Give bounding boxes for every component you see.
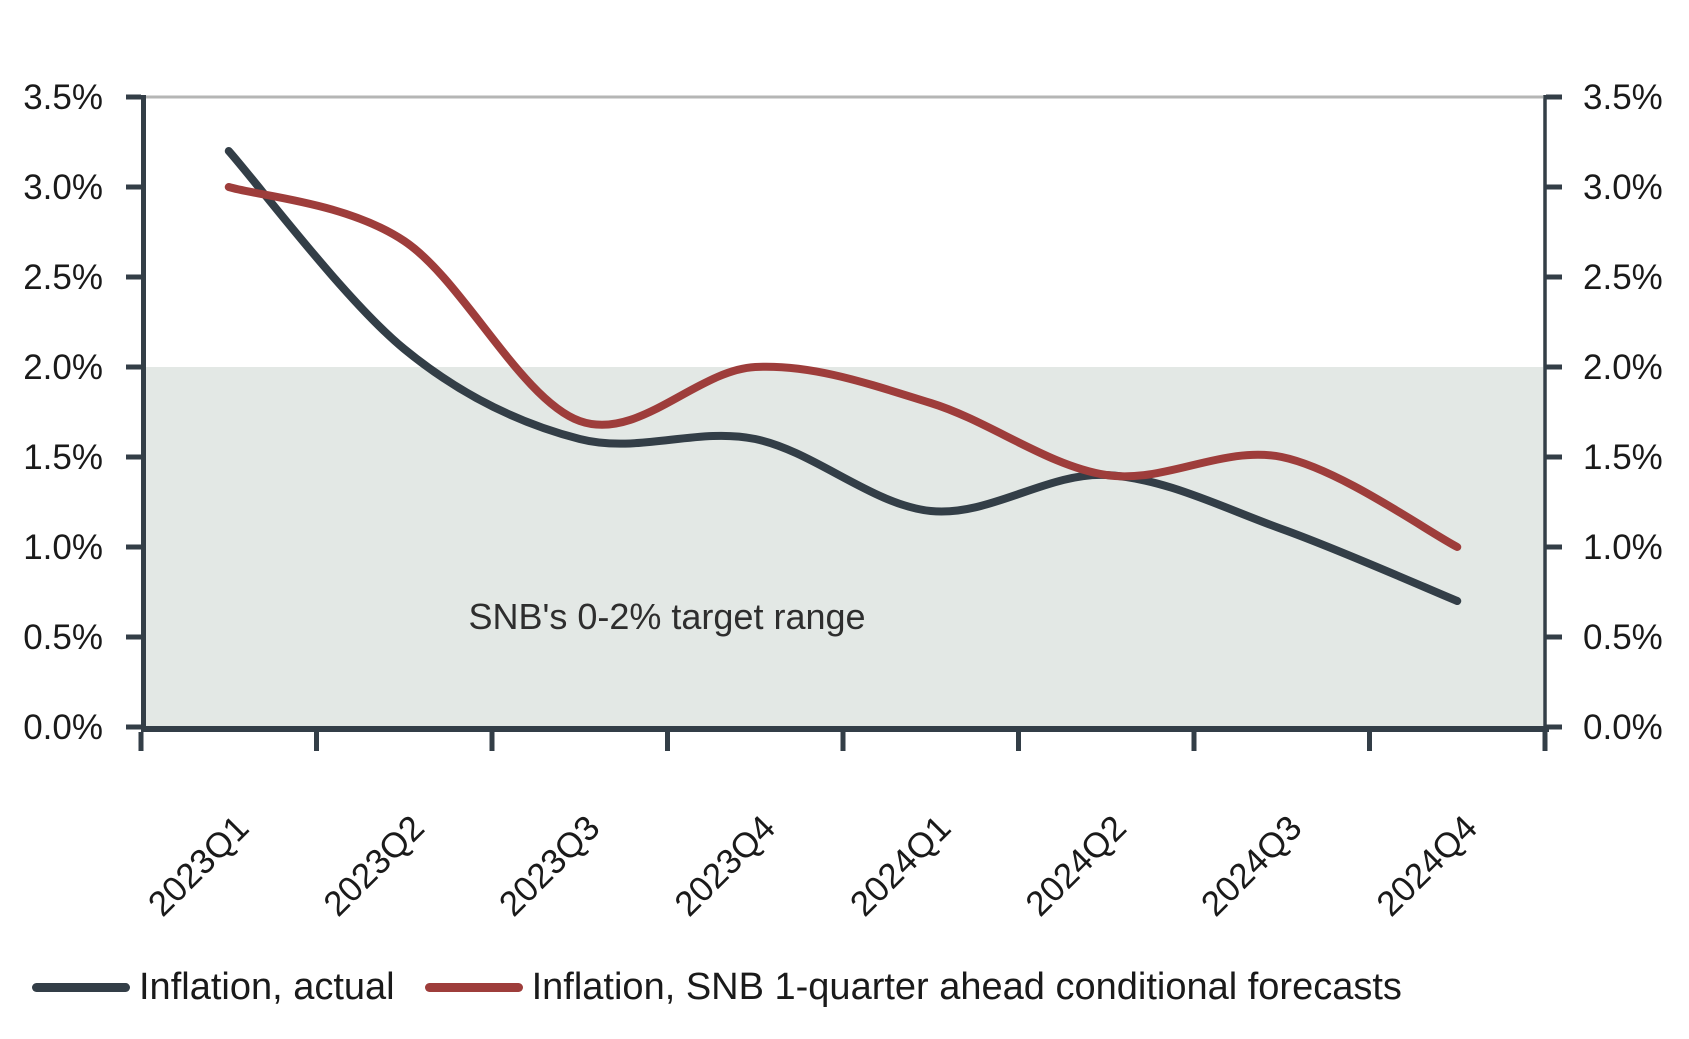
y-axis-label-right: 1.0%	[1583, 528, 1663, 567]
x-axis-label: 2024Q1	[843, 808, 959, 924]
x-axis-label: 2023Q2	[316, 808, 432, 924]
target-band-layer	[146, 367, 1543, 726]
series-line-forecast	[224, 183, 1462, 551]
y-axis-label-right: 0.0%	[1583, 708, 1663, 747]
y-axis-label-right: 3.5%	[1583, 78, 1663, 117]
axes-layer	[126, 94, 1562, 751]
legend: Inflation, actual Inflation, SNB 1-quart…	[32, 966, 1402, 1009]
y-axis-label-right: 2.0%	[1583, 348, 1663, 387]
legend-line-forecast-swatch	[424, 983, 523, 992]
y-axis-label-right: 3.0%	[1583, 168, 1663, 207]
y-axis-label-right: 1.5%	[1583, 438, 1663, 477]
y-axis-label-left: 2.5%	[23, 258, 103, 297]
legend-line-actual-swatch	[32, 983, 130, 992]
legend-item-actual: Inflation, actual	[32, 966, 395, 1009]
y-axis-label-left: 3.5%	[23, 78, 103, 117]
series-line-actual	[224, 147, 1462, 605]
target-band-label: SNB's 0-2% target range	[468, 596, 865, 637]
target-band-rect	[146, 367, 1543, 726]
y-axis-label-left: 3.0%	[23, 168, 103, 207]
series-layer	[224, 147, 1462, 605]
x-axis-label: 2024Q3	[1194, 808, 1310, 924]
y-axis-label-left: 1.5%	[23, 438, 103, 477]
y-axis-label-left: 0.5%	[23, 618, 103, 657]
y-axis-label-left: 2.0%	[23, 348, 103, 387]
legend-label-forecast: Inflation, SNB 1-quarter ahead condition…	[531, 966, 1402, 1008]
x-axis-label: 2023Q4	[667, 808, 783, 924]
x-axis-label: 2024Q2	[1018, 808, 1134, 924]
y-axis-label-right: 2.5%	[1583, 258, 1663, 297]
y-axis-label-left: 1.0%	[23, 528, 103, 567]
x-axis-label: 2023Q1	[141, 808, 257, 924]
legend-item-forecast: Inflation, SNB 1-quarter ahead condition…	[424, 966, 1402, 1009]
y-axis-label-left: 0.0%	[23, 708, 103, 747]
x-axis-label: 2024Q4	[1369, 808, 1485, 924]
x-axis-label: 2023Q3	[492, 808, 608, 924]
y-axis-label-right: 0.5%	[1583, 618, 1663, 657]
legend-label-actual: Inflation, actual	[139, 966, 395, 1008]
